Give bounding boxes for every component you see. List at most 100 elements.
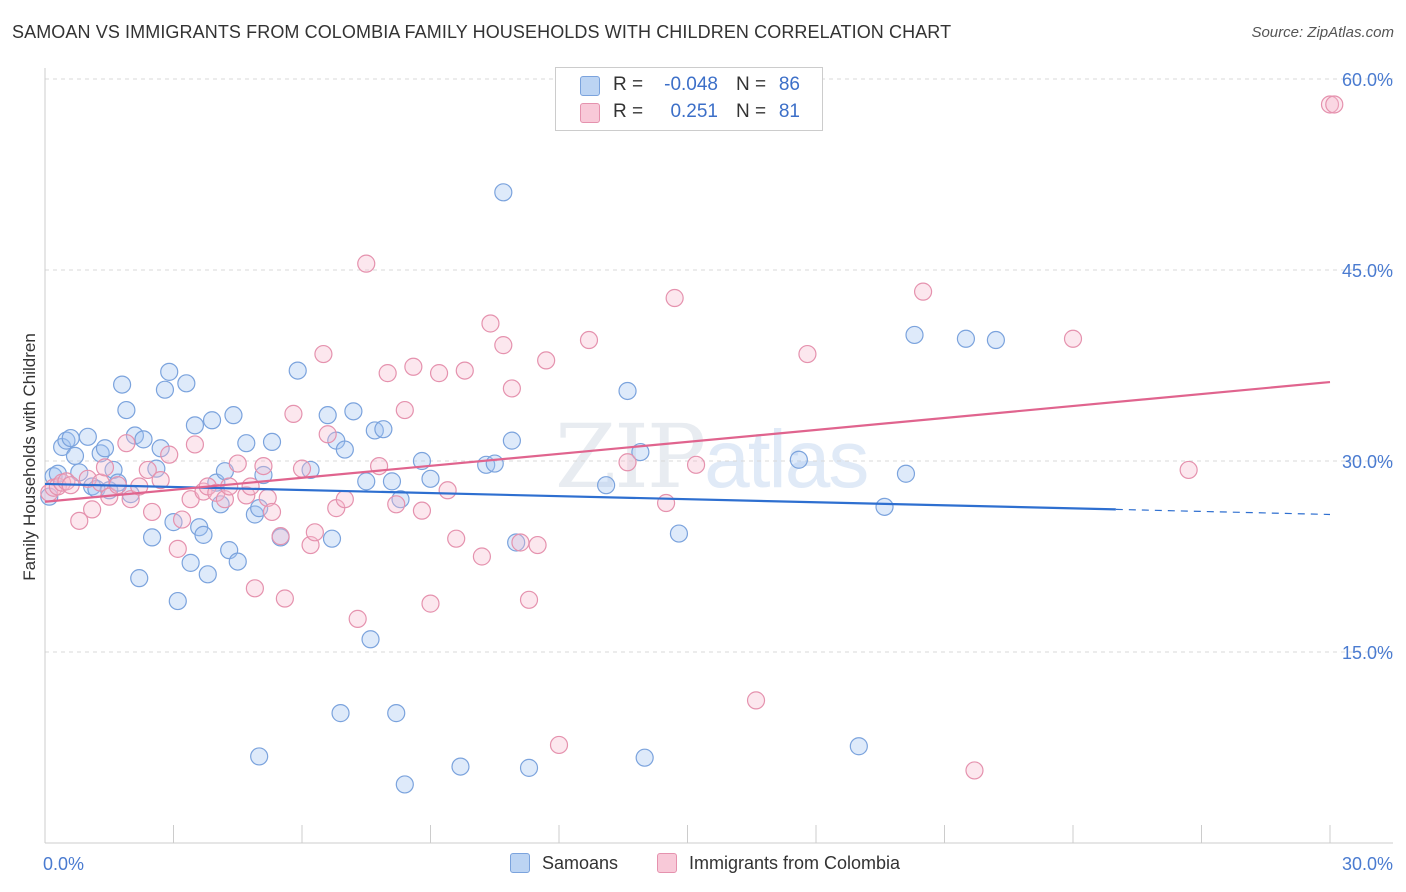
data-point [395, 400, 414, 420]
data-point [421, 469, 440, 488]
axes [44, 68, 1393, 844]
data-point [956, 329, 976, 348]
data-point [117, 434, 136, 453]
data-point [202, 411, 222, 430]
watermark-zip: ZIP [555, 405, 706, 508]
data-point [896, 464, 916, 483]
data-point [635, 748, 654, 767]
r-value: -0.048 [664, 74, 718, 95]
data-point [485, 454, 504, 473]
data-point [185, 435, 205, 454]
data-point [185, 416, 205, 435]
y-axis-label: Family Households with Children [20, 333, 39, 581]
data-point [507, 533, 526, 552]
data-point [271, 527, 290, 546]
data-point [875, 497, 894, 516]
chart-title: SAMOAN VS IMMIGRANTS FROM COLOMBIA FAMIL… [12, 22, 952, 42]
data-point [905, 325, 924, 345]
data-point [519, 590, 539, 609]
data-point [656, 493, 676, 513]
data-point [61, 428, 80, 448]
series-colombia [40, 95, 1344, 780]
data-point [597, 476, 616, 495]
data-point [241, 477, 260, 496]
data-point [160, 445, 179, 464]
gridlines [45, 78, 1393, 653]
data-point [631, 442, 650, 462]
data-point [447, 529, 466, 548]
legend-swatch-colombia [657, 853, 677, 873]
data-point [1179, 460, 1198, 480]
data-point [151, 471, 170, 490]
data-point [374, 420, 393, 439]
data-point [387, 495, 406, 514]
data-point [579, 330, 599, 350]
data-point [404, 357, 423, 376]
data-point [130, 569, 149, 588]
data-point [138, 460, 157, 480]
data-point [262, 502, 282, 522]
data-point [348, 609, 367, 628]
data-point [789, 450, 808, 469]
data-point [519, 758, 539, 777]
data-point [438, 481, 457, 500]
tick-labels: 60.0% 45.0% 30.0% 15.0% 0.0% 30.0% [43, 70, 1393, 874]
trend-line-1 [44, 380, 1331, 503]
data-point [549, 735, 569, 755]
n-label: N = [736, 74, 767, 95]
data-point [686, 455, 706, 474]
data-point [1063, 329, 1083, 348]
data-point [314, 344, 333, 364]
data-point [284, 404, 303, 423]
data-point [986, 330, 1006, 350]
legend-swatch-samoans [510, 853, 530, 873]
data-point [965, 761, 984, 780]
data-point [224, 406, 243, 425]
data-point [228, 454, 247, 473]
data-points [40, 95, 1344, 794]
legend-label-samoans: Samoans [542, 853, 619, 873]
colombia-swatch [580, 103, 600, 123]
data-point [357, 472, 376, 491]
y-tick-label-0: 60.0% [1342, 70, 1393, 90]
x-tick-label-0: 0.0% [43, 854, 84, 874]
data-point [746, 691, 766, 710]
data-point [177, 374, 196, 393]
data-point [618, 453, 637, 472]
data-point [95, 458, 115, 477]
watermark-atlas: atlas [704, 414, 869, 505]
data-point [220, 477, 239, 496]
trend-line-extension-0 [1115, 508, 1331, 516]
data-point [331, 704, 350, 723]
samoans-swatch [580, 76, 600, 96]
data-point [262, 432, 282, 451]
trend-line-0 [44, 482, 1116, 511]
data-point [112, 375, 132, 394]
data-point [318, 425, 337, 444]
data-point [421, 594, 440, 613]
data-point [245, 579, 264, 598]
data-point [322, 529, 342, 548]
data-point [481, 314, 500, 333]
data-point [198, 565, 217, 584]
data-point [95, 439, 115, 458]
y-tick-label-2: 30.0% [1342, 452, 1393, 472]
data-point [669, 524, 689, 543]
y-tick-label-1: 45.0% [1342, 261, 1393, 281]
data-point [78, 427, 97, 446]
source-label: Source: ZipAtlas.com [1251, 24, 1394, 41]
data-point [494, 336, 513, 355]
data-point [502, 431, 521, 450]
data-point [83, 500, 102, 519]
data-point [494, 183, 513, 202]
x-tick-label-1: 30.0% [1342, 854, 1393, 874]
data-point [455, 361, 474, 380]
data-point [292, 459, 312, 478]
stats-legend-box: R = -0.048 N = 86 R = 0.251 N = 81 [555, 67, 823, 131]
data-point [849, 737, 868, 756]
r-value: 0.251 [670, 101, 718, 122]
data-point [237, 486, 256, 505]
stats-row-samoans: R = -0.048 N = 86 [556, 73, 822, 99]
watermark: ZIPatlas [555, 405, 869, 508]
data-point [142, 528, 162, 547]
